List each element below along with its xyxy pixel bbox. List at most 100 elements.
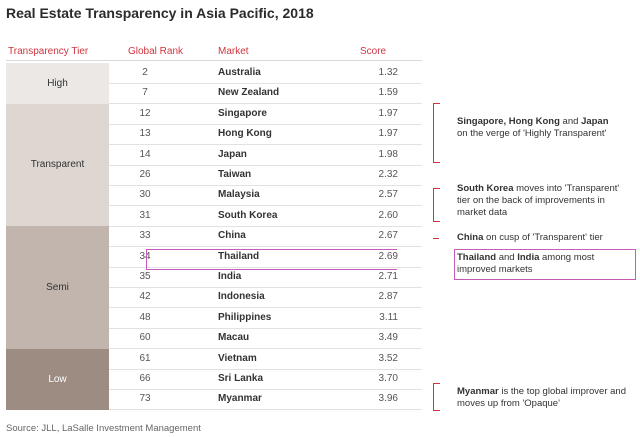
- annotation-2: South Korea moves into 'Transparent' tie…: [457, 183, 635, 219]
- market-cell: Vietnam: [218, 352, 257, 364]
- tier-high: High: [6, 63, 109, 104]
- header-market: Market: [218, 46, 249, 57]
- market-cell: Indonesia: [218, 291, 265, 303]
- score-cell: 3.52: [378, 352, 398, 364]
- table-row: 60 Macau 3.49: [109, 328, 422, 350]
- annotation-5-bold: Myanmar: [457, 386, 499, 397]
- market-cell: Japan: [218, 148, 247, 160]
- market-cell: Philippines: [218, 311, 272, 323]
- score-cell: 1.59: [378, 87, 398, 99]
- annotation-5: Myanmar is the top global improver and m…: [457, 386, 629, 410]
- rank-cell: 33: [139, 230, 151, 242]
- market-cell: China: [218, 230, 246, 242]
- table-row: 31 South Korea 2.60: [109, 206, 422, 227]
- header-tier: Transparency Tier: [8, 46, 89, 57]
- table-row: 33 China 2.67: [109, 226, 422, 248]
- header-score: Score: [360, 46, 387, 57]
- market-cell: South Korea: [218, 209, 278, 221]
- tier-low: Low: [6, 348, 109, 410]
- score-cell: 1.98: [378, 148, 398, 160]
- market-cell: Australia: [218, 67, 261, 78]
- highlight-box: [454, 249, 636, 280]
- score-cell: 3.96: [378, 393, 398, 405]
- rank-cell: 12: [139, 107, 151, 119]
- chart-title: Real Estate Transparency in Asia Pacific…: [6, 5, 314, 21]
- score-cell: 2.69: [378, 250, 398, 262]
- table-row: 48 Philippines 3.11: [109, 308, 422, 329]
- market-cell: Sri Lanka: [218, 373, 264, 384]
- table-row: 2 Australia 1.32: [109, 63, 422, 84]
- market-cell: Hong Kong: [218, 128, 272, 140]
- annotation-3-bold: China: [457, 232, 484, 243]
- market-cell: New Zealand: [218, 87, 280, 99]
- rank-cell: 14: [139, 148, 151, 160]
- rank-cell: 7: [142, 87, 148, 99]
- rank-cell: 30: [139, 189, 151, 201]
- rank-cell: 31: [139, 209, 151, 221]
- score-cell: 2.71: [378, 271, 398, 282]
- score-cell: 2.87: [378, 291, 398, 303]
- rank-cell: 73: [139, 393, 151, 405]
- annotation-1-bold2: Japan: [581, 116, 609, 127]
- table-row: 12 Singapore 1.97: [109, 104, 422, 125]
- table-row: 35 India 2.71: [109, 267, 422, 288]
- header-rank: Global Rank: [128, 46, 184, 57]
- market-cell: India: [218, 271, 242, 282]
- table-row: 61 Vietnam 3.52: [109, 349, 422, 370]
- table-row: 13 Hong Kong 1.97: [109, 124, 422, 146]
- score-cell: 2.67: [378, 230, 398, 242]
- annotation-2-text: moves into 'Transparent' tier on the bac…: [457, 183, 620, 218]
- annotation-3-text: on cusp of 'Transparent' tier: [483, 232, 603, 243]
- rank-cell: 60: [139, 332, 151, 344]
- annotation-4-mid: and: [496, 252, 518, 263]
- market-cell: Taiwan: [218, 169, 252, 180]
- table-row: 14 Japan 1.98: [109, 145, 422, 166]
- market-cell: Thailand: [218, 250, 260, 262]
- table-row: 34 Thailand 2.69: [109, 247, 422, 268]
- rank-cell: 34: [139, 250, 151, 262]
- source-note: Source: JLL, LaSalle Investment Manageme…: [6, 423, 201, 434]
- score-cell: 3.70: [378, 373, 398, 384]
- table-row: 66 Sri Lanka 3.70: [109, 369, 422, 390]
- table-row: 30 Malaysia 2.57: [109, 185, 422, 207]
- annotation-1-mid: and: [559, 116, 582, 127]
- annotation-4-text: among most improved markets: [457, 252, 595, 275]
- table-row: 73 Myanmar 3.96: [109, 389, 422, 411]
- annotation-2-bold: South Korea: [457, 183, 514, 194]
- score-cell: 1.97: [378, 107, 398, 119]
- market-cell: Malaysia: [218, 189, 260, 201]
- rank-cell: 61: [139, 352, 151, 364]
- annotation-4-bold: Thailand: [457, 252, 497, 263]
- annotation-1: Singapore, Hong Kong and Japan on the ve…: [457, 116, 637, 140]
- bracket-2: [433, 188, 440, 222]
- rank-cell: 26: [139, 169, 151, 180]
- rank-cell: 2: [142, 67, 148, 78]
- score-cell: 2.57: [378, 189, 398, 201]
- market-cell: Myanmar: [218, 393, 262, 405]
- rank-cell: 48: [139, 311, 151, 323]
- tier-transparent: Transparent: [6, 103, 109, 227]
- table-row: 26 Taiwan 2.32: [109, 165, 422, 186]
- market-cell: Macau: [218, 332, 250, 344]
- rank-cell: 66: [139, 373, 151, 384]
- rank-cell: 35: [139, 271, 151, 282]
- score-cell: 3.11: [379, 311, 398, 323]
- table-row: 42 Indonesia 2.87: [109, 287, 422, 309]
- score-cell: 2.32: [378, 169, 398, 180]
- market-cell: Singapore: [218, 107, 267, 119]
- bracket-5: [433, 383, 440, 411]
- annotation-1-bold: Singapore, Hong Kong: [457, 116, 560, 127]
- score-cell: 1.97: [378, 128, 398, 140]
- table-row: 7 New Zealand 1.59: [109, 83, 422, 105]
- thailand-row-highlight: [146, 249, 397, 270]
- score-cell: 3.49: [378, 332, 398, 344]
- tick-3: [433, 238, 439, 239]
- bracket-1: [433, 103, 440, 163]
- annotation-4: Thailand and India among most improved m…: [457, 252, 633, 276]
- annotation-4-bold2: India: [517, 252, 540, 263]
- annotation-3: China on cusp of 'Transparent' tier: [457, 232, 637, 244]
- rank-cell: 13: [139, 128, 151, 140]
- annotation-1-text: on the verge of 'Highly Transparent': [457, 128, 607, 139]
- tier-semi: Semi: [6, 226, 109, 349]
- score-cell: 1.32: [378, 67, 398, 78]
